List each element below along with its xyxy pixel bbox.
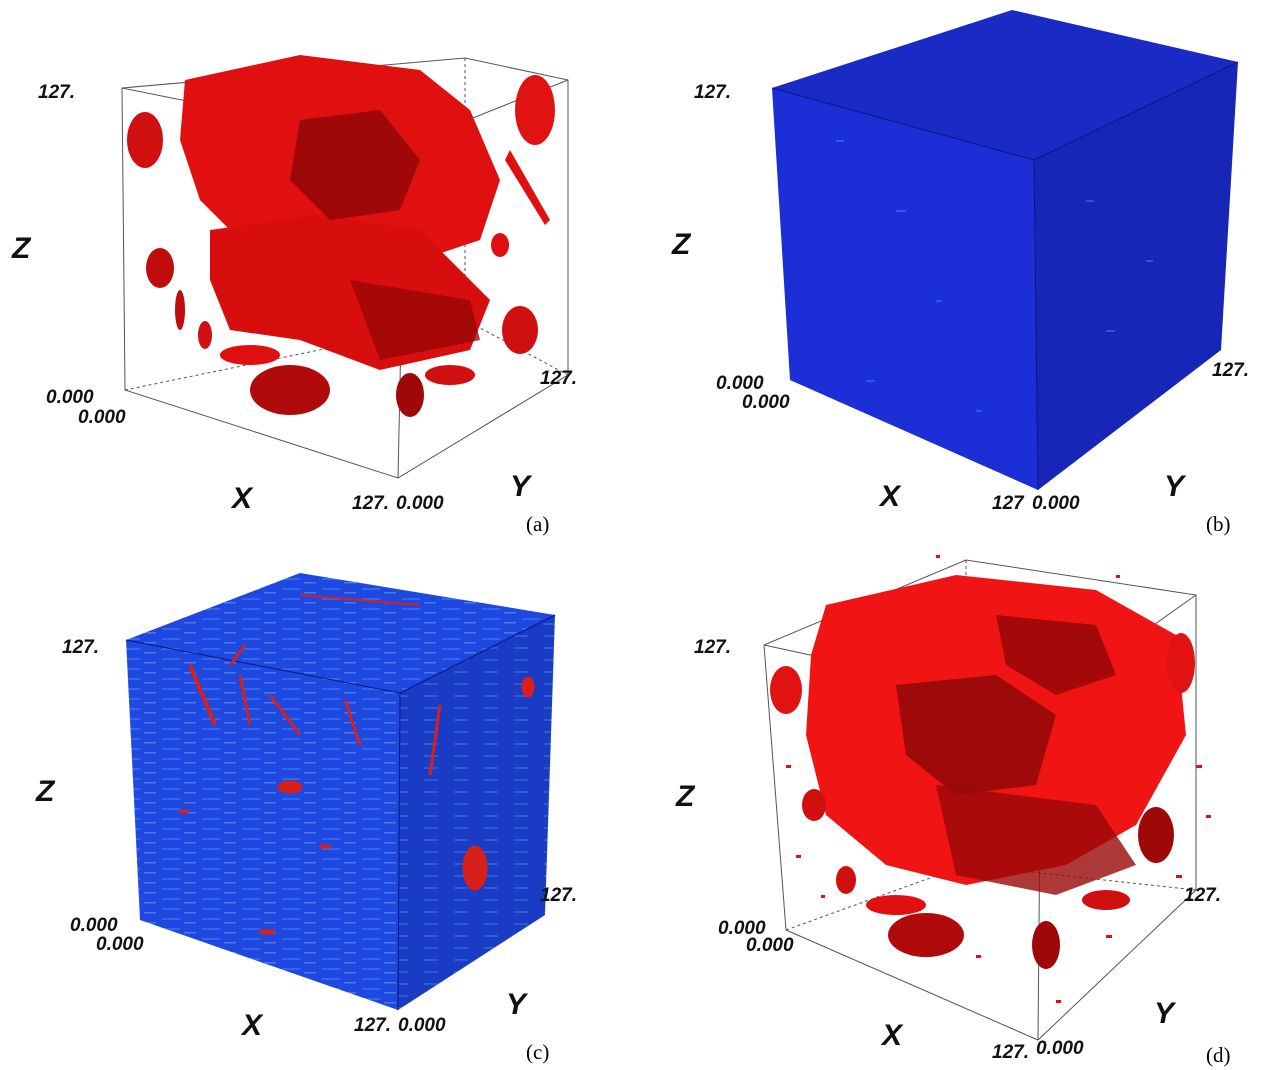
origin-z-tick-b: 0.000 — [716, 373, 764, 394]
x-axis-label-d: X — [882, 1019, 903, 1052]
y-max-tick-d: 127. — [1184, 885, 1221, 906]
y-min-tick-d: 0.000 — [1036, 1038, 1084, 1059]
cube-front-face-b — [772, 88, 1038, 490]
origin-x-tick-d: 0.000 — [746, 935, 794, 956]
origin-z-tick-d: 0.000 — [718, 918, 766, 939]
z-max-tick-c: 127. — [62, 637, 99, 658]
caption-c: (c) — [526, 1040, 550, 1064]
z-max-tick-a: 127. — [38, 82, 75, 103]
caption-a: (a) — [526, 512, 550, 536]
y-min-tick-b: 0.000 — [1032, 493, 1080, 514]
x-max-tick-d: 127. — [992, 1042, 1029, 1063]
panel-c: 127. Z 0.000 0.000 X 127. 0.000 Y 127. (… — [0, 535, 635, 1070]
grain-blobs-a — [127, 55, 555, 417]
y-max-tick-c: 127. — [540, 885, 577, 906]
z-max-tick-b: 127. — [694, 82, 731, 103]
y-axis-label-a: Y — [510, 470, 531, 503]
cube-front-face-c — [126, 640, 400, 1010]
grain-blobs-d — [770, 575, 1195, 969]
y-axis-label-c: Y — [506, 988, 527, 1021]
caption-d: (d) — [1206, 1043, 1231, 1067]
y-axis-label-b: Y — [1164, 470, 1185, 503]
z-axis-label-a: Z — [12, 232, 31, 265]
inclusions-c — [179, 594, 535, 935]
origin-z-tick-a: 0.000 — [46, 387, 94, 408]
origin-x-tick-b: 0.000 — [742, 392, 790, 413]
z-axis-label-c: Z — [36, 775, 55, 808]
panel-a: 127. Z 0.000 0.000 X 127. 0.000 Y 127. (… — [0, 0, 635, 536]
y-min-tick-a: 0.000 — [396, 493, 444, 514]
y-axis-label-d: Y — [1154, 997, 1175, 1030]
x-max-tick-a: 127. — [352, 493, 389, 514]
y-max-tick-a: 127. — [540, 368, 577, 389]
z-max-tick-d: 127. — [694, 637, 731, 658]
panel-b: 127. Z 0.000 0.000 X 127 0.000 Y 127. (b… — [636, 0, 1271, 536]
panel-d: 127. Z 0.000 0.000 X 127. 0.000 Y 127. (… — [636, 535, 1271, 1070]
x-axis-label-c: X — [242, 1009, 263, 1042]
y-min-tick-c: 0.000 — [398, 1015, 446, 1036]
cube-render-b — [771, 10, 1239, 491]
origin-x-tick-c: 0.000 — [96, 934, 144, 955]
caption-b: (b) — [1206, 512, 1231, 536]
z-axis-label-b: Z — [672, 228, 691, 261]
cube-side-face-b — [1034, 62, 1238, 490]
cube-top-face-c — [126, 573, 555, 693]
x-max-tick-c: 127. — [354, 1015, 391, 1036]
z-axis-label-d: Z — [676, 780, 695, 813]
cube-render-c — [125, 573, 556, 1011]
x-axis-label-a: X — [232, 482, 253, 515]
origin-z-tick-c: 0.000 — [70, 915, 118, 936]
speckles-d — [786, 555, 1211, 1003]
x-axis-label-b: X — [880, 480, 901, 513]
origin-x-tick-a: 0.000 — [78, 407, 126, 428]
cube-top-face-b — [772, 10, 1238, 160]
cube-render-a — [121, 55, 569, 479]
y-max-tick-b: 127. — [1212, 360, 1249, 381]
x-max-tick-b: 127 — [992, 493, 1024, 514]
cube-render-d — [763, 555, 1211, 1041]
